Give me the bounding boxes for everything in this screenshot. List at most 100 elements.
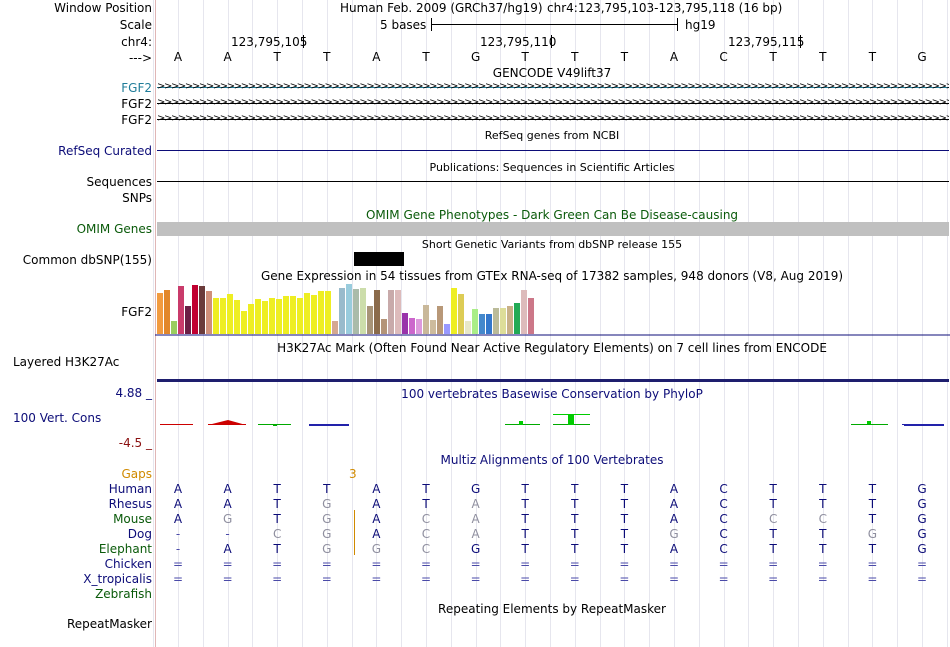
species-label[interactable]: X_tropicalis <box>83 572 152 586</box>
species-label[interactable]: Zebrafish <box>95 587 152 601</box>
omim-label[interactable]: OMIM Genes <box>76 222 152 236</box>
alignment-base: = <box>371 572 382 586</box>
h3k27ac-signal-line[interactable] <box>157 379 949 382</box>
alignment-base: T <box>868 497 877 511</box>
gaps-label[interactable]: Gaps <box>121 467 152 481</box>
alignment-base: C <box>421 512 431 526</box>
alignment-base: A <box>669 482 679 496</box>
gencode-gene-feature[interactable]: >>>>>>>>>>>>>>>>>>>>>>>>>>>>>>>>>>>>>>>>… <box>157 82 949 94</box>
alignment-base: A <box>173 497 183 511</box>
grid-line <box>674 0 675 647</box>
grid-line <box>624 0 626 647</box>
strand-label: ---> <box>128 51 152 65</box>
gtex-title[interactable]: Gene Expression in 54 tissues from GTEx … <box>260 269 844 283</box>
dbsnp-title[interactable]: Short Genetic Variants from dbSNP releas… <box>421 238 683 251</box>
species-label[interactable]: Chicken <box>104 557 152 571</box>
alignment-base: C <box>768 512 778 526</box>
dbsnp-variant-block[interactable] <box>354 252 404 266</box>
gap-marker <box>354 510 355 555</box>
alignment-base: = <box>272 572 283 586</box>
h3k27ac-title[interactable]: H3K27Ac Mark (Often Found Near Active Re… <box>277 341 827 355</box>
base: T <box>323 50 331 64</box>
alignment-base: = <box>817 557 828 571</box>
window-position-label: Window Position <box>54 1 152 15</box>
base: T <box>571 50 579 64</box>
coord-tick <box>800 35 801 48</box>
grid-line <box>153 0 155 647</box>
base: T <box>769 50 777 64</box>
snps-label[interactable]: SNPs <box>122 191 152 205</box>
alignment-base: = <box>321 557 332 571</box>
gencode-gene-feature[interactable]: >>>>>>>>>>>>>>>>>>>>>>>>>>>>>>>>>>>>>>>>… <box>157 114 949 126</box>
alignment-base: = <box>569 557 580 571</box>
refseq-label[interactable]: RefSeq Curated <box>58 144 152 158</box>
sequences-label[interactable]: Sequences <box>86 175 152 189</box>
alignment-base: T <box>620 482 629 496</box>
h3k27ac-label[interactable]: Layered H3K27Ac <box>13 355 120 369</box>
gencode-gene-label[interactable]: FGF2 <box>121 97 152 111</box>
multiz-title[interactable]: Multiz Alignments of 100 Vertebrates <box>440 453 664 467</box>
alignment-base: = <box>470 557 481 571</box>
coord-tick <box>303 35 304 48</box>
gencode-gene-label[interactable]: FGF2 <box>121 81 152 95</box>
alignment-base: T <box>273 482 281 496</box>
refseq-title[interactable]: RefSeq genes from NCBI <box>484 129 620 142</box>
alignment-base: A <box>471 527 480 541</box>
repeatmasker-label[interactable]: RepeatMasker <box>66 617 152 631</box>
alignment-base: T <box>571 542 579 556</box>
alignment-base: A <box>173 512 183 526</box>
alignment-base: = <box>520 557 531 571</box>
alignment-base: T <box>819 542 827 556</box>
grid-line <box>922 0 923 647</box>
alignment-base: T <box>571 482 579 496</box>
base: T <box>819 50 827 64</box>
alignment-base: A <box>471 512 480 526</box>
species-label[interactable]: Mouse <box>113 512 152 526</box>
species-label[interactable]: Dog <box>127 527 152 541</box>
omim-feature-bar[interactable] <box>157 222 949 236</box>
alignment-base: A <box>223 497 232 511</box>
phylop-label[interactable]: 100 Vert. Cons <box>13 411 102 425</box>
dbsnp-label[interactable]: Common dbSNP(155) <box>22 253 152 267</box>
base: G <box>470 50 481 64</box>
alignment-base: G <box>669 527 679 541</box>
repeatmasker-title[interactable]: Repeating Elements by RepeatMasker <box>438 602 666 616</box>
grid-line <box>599 0 601 647</box>
gencode-gene-feature[interactable]: >>>>>>>>>>>>>>>>>>>>>>>>>>>>>>>>>>>>>>>>… <box>157 98 949 110</box>
publications-title[interactable]: Publications: Sequences in Scientific Ar… <box>429 161 675 174</box>
alignment-base: C <box>719 512 728 526</box>
scale-db: hg19 <box>685 18 716 32</box>
base: T <box>422 50 430 64</box>
alignment-base: = <box>668 572 680 586</box>
position-readout[interactable]: chr4:123,795,103-123,795,118 (16 bp) <box>547 1 783 15</box>
alignment-base: T <box>273 512 281 526</box>
alignment-base: T <box>620 542 629 556</box>
gencode-title[interactable]: GENCODE V49lift37 <box>492 66 612 80</box>
alignment-base: G <box>322 497 332 511</box>
species-label[interactable]: Human <box>108 482 152 496</box>
gtex-gene-label[interactable]: FGF2 <box>121 305 152 319</box>
scale-bar <box>431 24 678 25</box>
gencode-gene-label[interactable]: FGF2 <box>121 113 152 127</box>
strand-chevrons: >>>>>>>>>>>>>>>>>>>>>>>>>>>>>>>>>>>>>>>>… <box>157 98 949 108</box>
alignment-base: G <box>917 497 927 511</box>
alignment-base: G <box>917 512 927 526</box>
alignment-base: T <box>521 497 529 511</box>
species-label[interactable]: Rhesus <box>108 497 152 511</box>
grid-line <box>351 0 353 647</box>
base: T <box>868 50 877 64</box>
alignment-base: = <box>272 557 283 571</box>
phylop-title[interactable]: 100 vertebrates Basewise Conservation by… <box>401 387 703 401</box>
alignment-base: T <box>521 527 529 541</box>
publications-feature-line[interactable] <box>157 181 949 182</box>
assembly-name[interactable]: Human Feb. 2009 (GRCh37/hg19) <box>340 1 543 15</box>
omim-title[interactable]: OMIM Gene Phenotypes - Dark Green Can Be… <box>365 208 739 222</box>
alignment-base: C <box>719 482 728 496</box>
phylop-ymax: 4.88 _ <box>115 386 152 400</box>
alignment-base: A <box>372 527 381 541</box>
alignment-base: A <box>372 512 381 526</box>
refseq-feature-line[interactable] <box>157 150 949 151</box>
strand-chevrons: >>>>>>>>>>>>>>>>>>>>>>>>>>>>>>>>>>>>>>>>… <box>157 82 949 92</box>
species-label[interactable]: Elephant <box>98 542 152 556</box>
alignment-base: = <box>718 557 729 571</box>
